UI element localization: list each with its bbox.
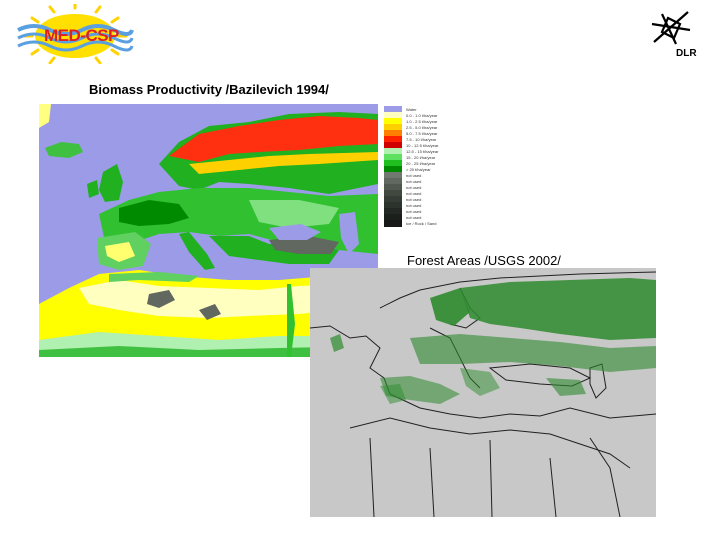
legend-swatch xyxy=(384,112,402,119)
legend-swatch xyxy=(384,202,402,209)
biomass-productivity-map xyxy=(39,104,378,357)
legend-label: not used xyxy=(406,197,422,202)
dlr-emblem-icon xyxy=(651,11,691,45)
legend-label: 10 - 12.5 t/ha/year xyxy=(406,143,439,148)
legend-label: not used xyxy=(406,215,422,220)
biomass-map-title: Biomass Productivity /Bazilevich 1994/ xyxy=(89,82,329,97)
legend-item: > 25 t/ha/year xyxy=(384,166,464,173)
legend-swatch xyxy=(384,220,402,227)
legend-swatch xyxy=(384,148,402,155)
legend-item: 12.5 - 15 t/ha/year xyxy=(384,148,464,155)
legend-item: not used xyxy=(384,172,464,179)
legend-label: 15 - 20 t/ha/year xyxy=(406,155,436,160)
legend-swatch xyxy=(384,136,402,143)
legend-item: not used xyxy=(384,190,464,197)
legend-label: not used xyxy=(406,173,422,178)
legend-item: not used xyxy=(384,214,464,221)
legend-label: > 25 t/ha/year xyxy=(406,167,431,172)
legend-swatch xyxy=(384,160,402,167)
legend-item: 2.5 - 5.0 t/ha/year xyxy=(384,124,464,131)
legend-item: not used xyxy=(384,196,464,203)
legend-swatch xyxy=(384,196,402,203)
legend-swatch xyxy=(384,154,402,161)
legend-swatch xyxy=(384,166,402,173)
dlr-logo: DLR xyxy=(646,8,706,64)
legend-item: 10 - 12.5 t/ha/year xyxy=(384,142,464,149)
legend-swatch xyxy=(384,208,402,215)
legend-label: 12.5 - 15 t/ha/year xyxy=(406,149,439,154)
legend-item: not used xyxy=(384,202,464,209)
legend-item: 7.5 - 10 t/ha/year xyxy=(384,136,464,143)
legend-item: not used xyxy=(384,208,464,215)
legend-label: not used xyxy=(406,209,422,214)
legend-swatch xyxy=(384,118,402,125)
legend-swatch xyxy=(384,190,402,197)
biomass-legend: Water 0.0 - 1.0 t/ha/year 1.0 - 2.5 t/ha/y… xyxy=(384,104,474,228)
legend-swatch xyxy=(384,130,402,137)
legend-label: 2.5 - 5.0 t/ha/year xyxy=(406,125,438,130)
med-csp-logo: MED-CSP xyxy=(14,2,136,65)
legend-label: not used xyxy=(406,185,422,190)
legend-swatch xyxy=(384,178,402,185)
legend-label: Ice / Rock / Sand xyxy=(406,221,437,226)
legend-item: 0.0 - 1.0 t/ha/year xyxy=(384,112,464,119)
legend-item: not used xyxy=(384,184,464,191)
legend-label: not used xyxy=(406,191,422,196)
legend-swatch xyxy=(384,142,402,149)
legend-label: Water xyxy=(406,107,417,112)
dlr-logo-text: DLR xyxy=(676,48,697,59)
sun-wave-icon xyxy=(17,2,134,65)
med-csp-logo-text: MED-CSP xyxy=(44,26,119,45)
legend-swatch xyxy=(384,106,402,113)
legend-label: 7.5 - 10 t/ha/year xyxy=(406,137,437,142)
legend-swatch xyxy=(384,184,402,191)
legend-item: 20 - 25 t/ha/year xyxy=(384,160,464,167)
legend-item: 5.0 - 7.5 t/ha/year xyxy=(384,130,464,137)
legend-label: 1.0 - 2.5 t/ha/year xyxy=(406,119,438,124)
legend-label: 5.0 - 7.5 t/ha/year xyxy=(406,131,438,136)
legend-label: not used xyxy=(406,203,422,208)
legend-item: 1.0 - 2.5 t/ha/year xyxy=(384,118,464,125)
legend-label: not used xyxy=(406,179,422,184)
legend-swatch xyxy=(384,124,402,131)
legend-label: 0.0 - 1.0 t/ha/year xyxy=(406,113,438,118)
legend-swatch xyxy=(384,172,402,179)
legend-item: not used xyxy=(384,178,464,185)
forest-map-title: Forest Areas /USGS 2002/ xyxy=(407,253,561,268)
legend-label: 20 - 25 t/ha/year xyxy=(406,161,436,166)
legend-item: Water xyxy=(384,106,464,113)
forest-areas-map xyxy=(310,268,656,517)
legend-item: 15 - 20 t/ha/year xyxy=(384,154,464,161)
legend-swatch xyxy=(384,214,402,221)
legend-item: Ice / Rock / Sand xyxy=(384,220,464,227)
